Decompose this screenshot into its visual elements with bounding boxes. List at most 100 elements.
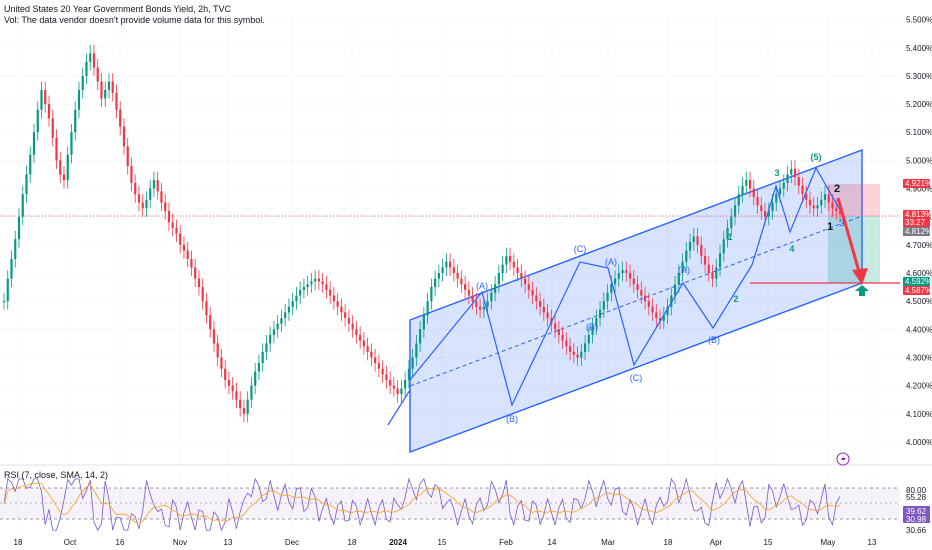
candle-body — [580, 351, 583, 358]
candle-body — [74, 109, 77, 133]
wave-label-teal: 1 — [727, 232, 732, 242]
candle-body — [250, 385, 253, 400]
candle-body — [452, 267, 455, 274]
candle-body — [385, 374, 388, 380]
candle-body — [141, 202, 144, 209]
candle-body — [512, 261, 515, 268]
x-tick-label: 18 — [14, 538, 23, 547]
candle-body — [568, 346, 572, 352]
candle-body — [445, 261, 448, 268]
price-axis[interactable]: 5.500% 5.400% 5.300% 5.200% 5.100% 5.000% 4.90… — [906, 16, 932, 447]
wave-label-teal: 3 — [774, 168, 779, 178]
candle-body — [209, 315, 212, 330]
candle-body — [561, 334, 564, 341]
candle-body — [295, 295, 298, 302]
candle-body — [194, 267, 197, 279]
y-tick-label: 5.000% — [906, 156, 932, 165]
candle-body — [419, 329, 422, 344]
x-tick-label: 15 — [438, 538, 447, 547]
wave-label: (C) — [574, 244, 587, 254]
candle-body — [805, 194, 808, 200]
rsi-sma-line — [3, 482, 841, 523]
rsi-tick-label: 30.66 — [906, 526, 927, 535]
candle-body — [538, 301, 542, 307]
candle-body — [426, 301, 429, 316]
candle-body — [711, 273, 714, 279]
candle-body — [628, 273, 632, 279]
candle-body — [730, 216, 733, 228]
candle-body — [775, 194, 778, 203]
wave-label-dark: 3 — [839, 218, 844, 228]
candle-body — [242, 408, 246, 414]
y-tick-label: 4.400% — [906, 325, 932, 334]
candle-body — [741, 185, 744, 195]
candle-body — [21, 194, 24, 217]
candle-body — [351, 323, 354, 330]
volume-note: Vol: The data vendor doesn't provide vol… — [4, 15, 265, 25]
y-tick-label: 4.000% — [906, 438, 932, 447]
candle-body — [756, 196, 759, 206]
candle-body — [325, 284, 328, 290]
candle-body — [201, 287, 204, 302]
rsi-tick-label: 39.62 — [906, 507, 927, 516]
candle-body — [25, 174, 28, 195]
candle-body — [134, 182, 137, 195]
candle-body — [17, 216, 21, 240]
y-tick-label: 4.900% — [906, 185, 932, 194]
candle-body — [715, 267, 718, 279]
candle-body — [688, 242, 692, 251]
candle-body — [535, 295, 538, 302]
candle-body — [332, 295, 336, 302]
y-tick-label: 5.100% — [906, 128, 932, 137]
candle-body — [553, 323, 557, 330]
candle-body — [272, 329, 276, 335]
candle-body — [92, 53, 96, 68]
candle-body — [595, 318, 598, 327]
candle-body — [254, 371, 257, 386]
time-axis[interactable]: 18 Oct 16 Nov 13 Dec 18 2024 15 Feb 14 Mar 18 Apr 15 Ma… — [14, 538, 877, 547]
rsi-legend: RSI (7, close, SMA, 14, 2) — [4, 470, 109, 480]
candle-body — [508, 256, 512, 262]
candle-body — [467, 289, 470, 296]
candle-body — [329, 289, 332, 296]
candle-body — [797, 177, 800, 186]
candle-body — [760, 205, 763, 212]
candle-body — [167, 211, 171, 223]
candle-body — [235, 391, 238, 400]
candle-body — [29, 154, 32, 175]
channel-extension — [387, 389, 411, 426]
candle-body — [778, 188, 782, 195]
wave-label: (A) — [605, 257, 617, 267]
candle-body — [475, 301, 478, 307]
price-tag-bg — [903, 179, 930, 188]
price-series-layer — [2, 44, 842, 423]
chart-legend: United States 20 Year Government Bonds Y… — [4, 4, 265, 26]
candle-body — [587, 334, 590, 344]
candle-body — [70, 132, 73, 155]
candle-body — [745, 180, 748, 186]
candle-body — [40, 90, 43, 110]
candle-body — [182, 244, 186, 251]
candle-body — [808, 199, 812, 206]
candle-body — [816, 205, 819, 209]
candle-body — [625, 270, 628, 274]
x-tick-label: 18 — [664, 538, 673, 547]
candle-body — [632, 278, 635, 285]
candle-body — [137, 194, 141, 203]
candle-body — [10, 258, 13, 279]
x-tick-label: 13 — [224, 538, 233, 547]
candle-body — [62, 174, 66, 181]
price-tags: 4.921% 4.813%33:274.812% 4.592%4.587% — [903, 179, 932, 295]
candle-body — [220, 357, 223, 369]
candle-body — [2, 301, 6, 303]
wave-label-dark: 2 — [834, 183, 840, 195]
candle-body — [733, 205, 737, 217]
price-tag-label: 4.592% — [905, 277, 932, 286]
candle-body — [340, 306, 343, 313]
candle-body — [44, 90, 47, 105]
candle-body — [156, 180, 159, 192]
